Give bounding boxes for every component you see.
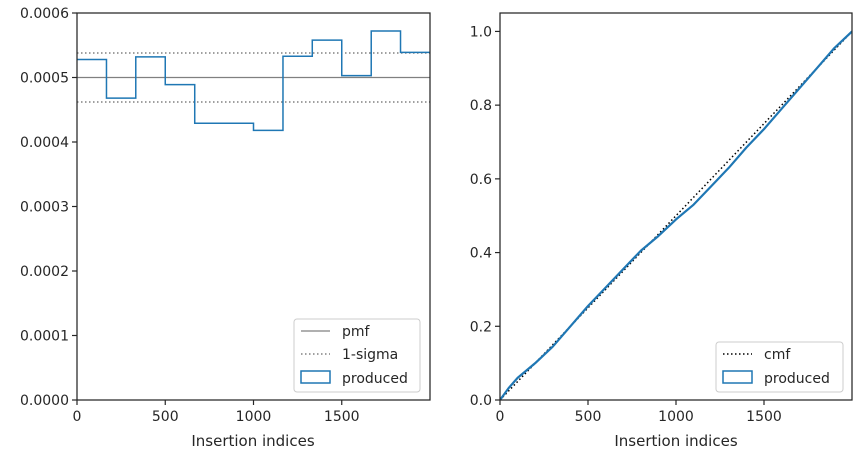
right-x-tick-label: 1000 <box>658 409 694 425</box>
legend-cmf-label: cmf <box>764 347 791 363</box>
left-y-tick-label: 0.0000 <box>20 393 69 409</box>
legend-produced-swatch-right <box>722 370 753 384</box>
left-y-tick-label: 0.0006 <box>20 6 69 22</box>
right-chart-panel: 0 500 1000 1500 0.0 0.2 0.4 0.6 0.8 1.0 Insertion… <box>470 12 853 450</box>
right-y-tick-label: 0.4 <box>470 246 492 262</box>
left-chart-panel: 0 500 1000 1500 0.0000 0.0001 0.0002 0.0003 0.00… <box>20 6 431 450</box>
right-x-tick-label: 0 <box>496 409 505 425</box>
right-x-tick-label: 1500 <box>746 409 782 425</box>
left-legend: pmf 1-sigma produced <box>293 318 421 393</box>
right-y-tick-label: 0.6 <box>470 172 492 188</box>
right-y-tick-label: 1.0 <box>470 24 492 40</box>
right-plot-frame <box>499 12 853 401</box>
left-x-axis-label: Insertion indices <box>191 432 314 450</box>
legend-produced-swatch <box>300 370 331 384</box>
left-x-tick-label: 500 <box>152 409 179 425</box>
right-x-tick-label: 500 <box>575 409 602 425</box>
left-y-tick-label: 0.0004 <box>20 135 69 151</box>
left-y-tick-label: 0.0001 <box>20 329 69 345</box>
legend-pmf-label: pmf <box>342 324 371 340</box>
right-x-axis-label: Insertion indices <box>614 432 737 450</box>
left-x-tick-label: 1500 <box>324 409 360 425</box>
left-y-tick-label: 0.0003 <box>20 200 69 216</box>
legend-produced-label-right: produced <box>764 371 830 387</box>
right-y-tick-label: 0.8 <box>470 98 492 114</box>
left-x-tick-label: 0 <box>73 409 82 425</box>
produced-step-line <box>77 30 430 132</box>
left-y-tick-label: 0.0005 <box>20 71 69 87</box>
left-plot-frame <box>76 12 431 401</box>
right-y-tick-label: 0.2 <box>470 319 492 335</box>
produced-cdf-line <box>500 30 852 400</box>
legend-1-sigma-label: 1-sigma <box>342 347 398 363</box>
left-y-tick-label: 0.0002 <box>20 264 69 280</box>
legend-produced-label: produced <box>342 371 408 387</box>
right-legend: cmf produced <box>715 341 844 393</box>
left-x-tick-label: 1000 <box>236 409 272 425</box>
right-y-tick-label: 0.0 <box>470 393 492 409</box>
